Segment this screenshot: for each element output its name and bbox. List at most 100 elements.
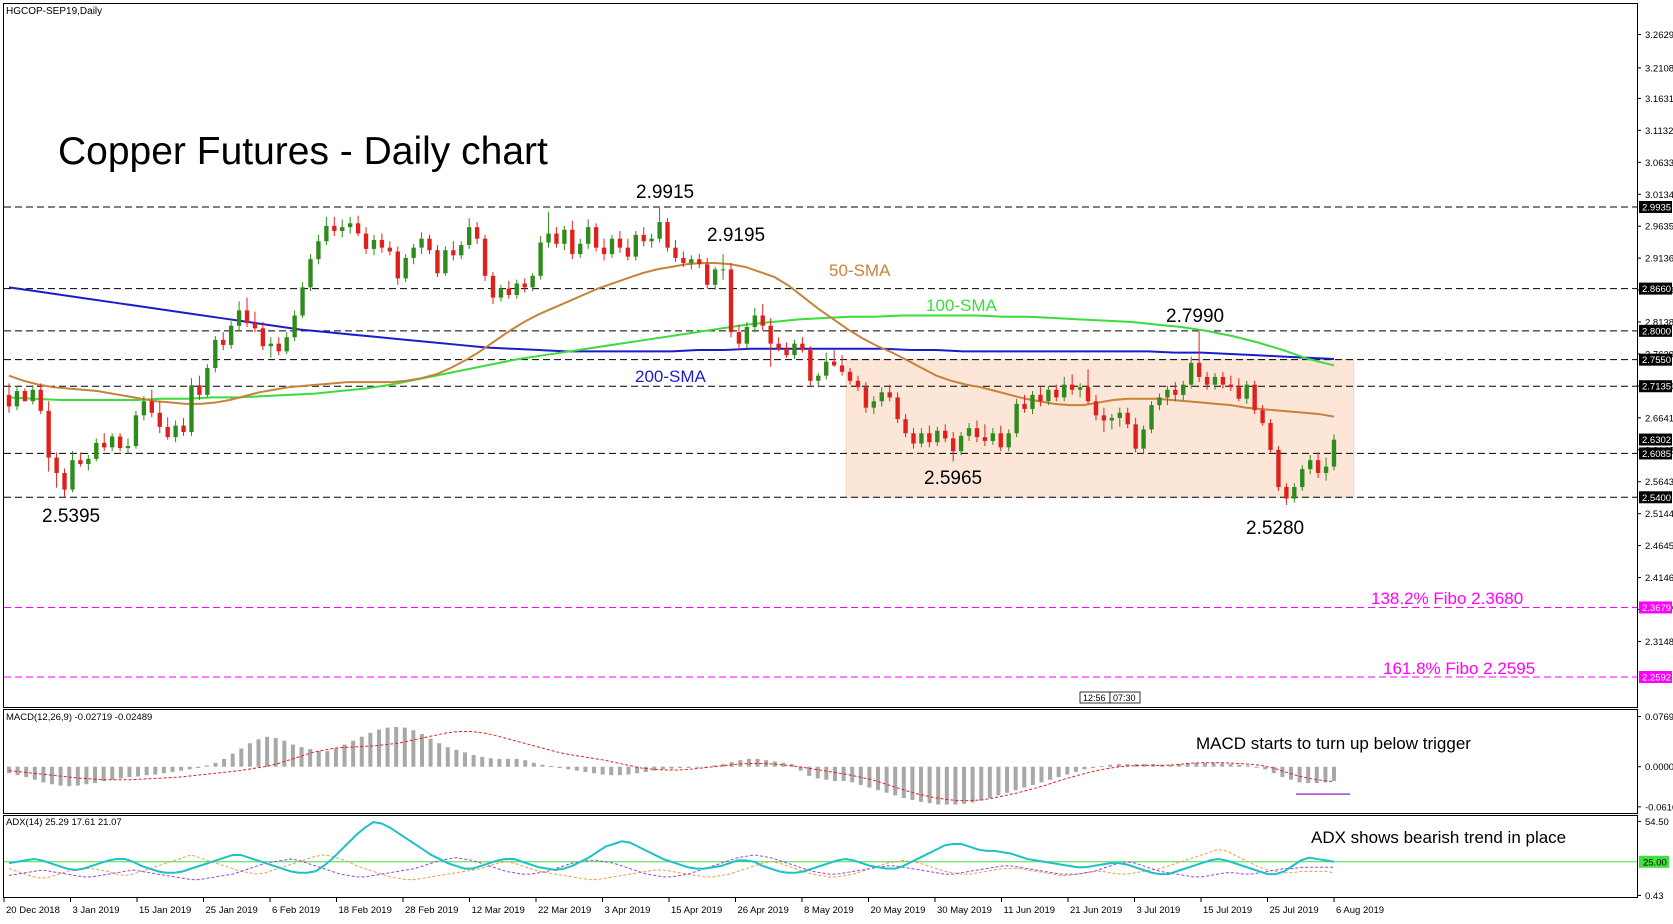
y-tick-label: 2.5144 (1645, 509, 1673, 520)
candle-body (1228, 384, 1234, 388)
candle (1196, 331, 1202, 383)
candle-body (697, 259, 702, 265)
candle-body (395, 251, 400, 279)
adx-panel-frame (3, 815, 1638, 898)
candle (895, 392, 900, 424)
candle (903, 414, 908, 438)
candle (1133, 417, 1138, 453)
macd-bar (1306, 766, 1311, 783)
macd-bar (1185, 763, 1190, 767)
candle-body (792, 343, 797, 356)
candle-body (411, 247, 416, 258)
candle-body (474, 227, 480, 239)
candle (1101, 407, 1107, 432)
candle (46, 401, 51, 472)
candle-body (1149, 405, 1154, 430)
macd-bar (84, 766, 89, 785)
candle-body (94, 442, 99, 459)
x-tick-label: 25 Jan 2019 (206, 905, 258, 916)
price-tag-label: 2.9935 (1642, 202, 1671, 213)
candle (1236, 378, 1241, 402)
macd-bar (996, 766, 1001, 796)
candle-body (1046, 389, 1051, 402)
candle (1331, 434, 1337, 471)
candle (403, 254, 408, 283)
y-tick-label: 3.0134 (1645, 190, 1673, 201)
candle (784, 342, 789, 358)
macd-bar (394, 726, 399, 767)
candle-body (982, 437, 988, 441)
y-tick-label: 3.2108 (1645, 63, 1673, 74)
candle-body (1308, 460, 1313, 470)
y-tick-label: 3.2629 (1645, 30, 1673, 41)
candle-body (292, 315, 297, 338)
candle (641, 227, 646, 247)
candle-body (1204, 376, 1210, 385)
candle-body (1101, 415, 1107, 421)
candle-body (1054, 389, 1059, 398)
macd-bar (351, 740, 356, 767)
macd-bar (824, 766, 829, 780)
candle-body (935, 430, 940, 443)
candle (800, 337, 805, 353)
price-tag-box (1639, 380, 1672, 393)
macd-bar (738, 760, 743, 767)
candle-body (54, 457, 59, 473)
annotation-high-29195: 2.9195 (707, 225, 765, 246)
macd-bar (359, 736, 364, 767)
candle (720, 254, 726, 280)
macd-bar (385, 727, 390, 767)
price-tag-label: 2.7550 (1642, 355, 1671, 366)
candle-body (189, 385, 194, 432)
macd-bar (101, 766, 106, 782)
macd-bar (962, 766, 967, 804)
candle (1228, 375, 1234, 392)
macd-bar (213, 762, 218, 767)
macd-bar (583, 766, 588, 772)
candle (78, 452, 83, 467)
macd-bar (136, 766, 141, 777)
candle (133, 410, 139, 449)
macd-bar (316, 751, 321, 767)
candle-body (546, 233, 551, 243)
macd-bar (970, 766, 975, 803)
candle-body (578, 243, 583, 255)
macd-bar (669, 766, 674, 769)
macd-bar (144, 766, 149, 776)
candle (435, 245, 440, 278)
macd-panel-frame (3, 709, 1638, 814)
price-tag-box (1639, 282, 1672, 295)
y-tick-label: 2.4146 (1645, 573, 1673, 584)
candle-body (482, 238, 488, 276)
macd-bar (1323, 766, 1328, 783)
candle-body (625, 247, 631, 257)
candle-body (689, 259, 694, 264)
macd-bar (179, 766, 184, 771)
candle (236, 301, 242, 331)
candle-body (752, 315, 757, 328)
candle (1117, 407, 1122, 427)
y-tick-label: 3.0633 (1645, 158, 1673, 169)
macd-bar (170, 766, 175, 772)
candle-body (665, 222, 670, 248)
candle (1022, 394, 1027, 413)
candle (1204, 371, 1210, 390)
candle (824, 352, 829, 380)
sma50-line (8, 262, 1335, 418)
x-tick-label: 28 Feb 2019 (405, 905, 458, 916)
macd-bar (592, 766, 597, 774)
candle-body (1069, 384, 1075, 390)
candle (601, 238, 607, 261)
candle-body (459, 245, 464, 256)
macd-bar (781, 762, 786, 767)
candle (125, 438, 131, 454)
candle (625, 238, 631, 261)
annotation-high-27990: 2.7990 (1166, 306, 1224, 327)
candle (879, 387, 884, 407)
candle-body (451, 250, 456, 256)
candle-body (1165, 389, 1170, 398)
price-tag-label: 2.3679 (1642, 603, 1671, 614)
candle-body (927, 433, 932, 443)
candle-body (1331, 439, 1337, 467)
